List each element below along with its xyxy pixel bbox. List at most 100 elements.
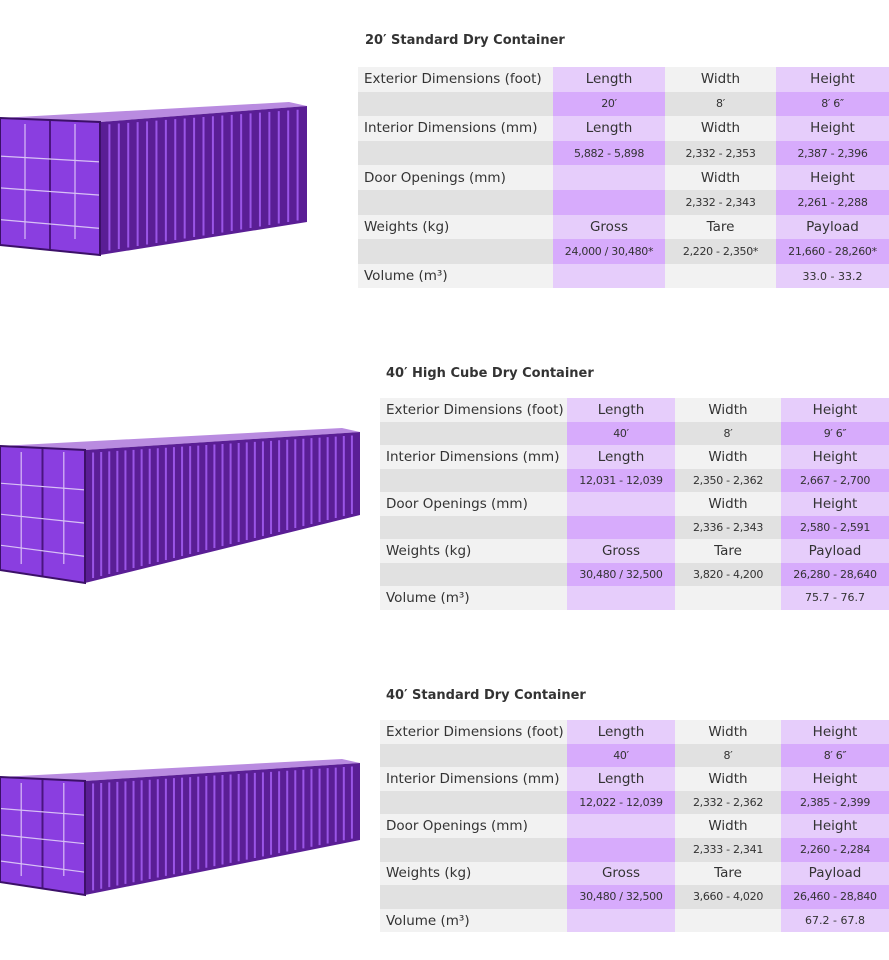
row-label: Weights (kg) <box>380 861 567 886</box>
row-label <box>380 743 567 768</box>
spec-row: Door Openings (mm) Width Height <box>358 165 889 190</box>
spec-cell: Length <box>553 116 665 141</box>
spec-cell: 67.2 - 67.8 <box>781 908 889 933</box>
spec-row: 2,333 - 2,341 2,260 - 2,284 <box>380 837 889 862</box>
row-label: Exterior Dimensions (foot) <box>380 398 567 422</box>
spec-cell: 26,460 - 28,840 <box>781 885 889 909</box>
row-label: Exterior Dimensions (foot) <box>380 720 567 744</box>
spec-cell: 30,480 / 32,500 <box>567 562 675 586</box>
spec-cell: Gross <box>553 214 665 240</box>
spec-cell: Height <box>781 720 889 744</box>
spec-cell: 2,261 - 2,288 <box>776 189 889 215</box>
row-label: Door Openings (mm) <box>358 165 553 190</box>
row-label: Interior Dimensions (mm) <box>380 445 567 469</box>
container-image <box>0 428 360 585</box>
door-band <box>0 860 86 873</box>
container-image <box>0 102 307 257</box>
spec-cell: Width <box>665 165 776 190</box>
spec-cell: Height <box>776 116 889 141</box>
spec-cell <box>567 814 675 838</box>
spec-cell: 2,332 - 2,343 <box>665 189 776 215</box>
container-frame <box>0 444 86 585</box>
row-label: Exterior Dimensions (foot) <box>358 67 553 92</box>
spec-row: 20′ 8′ 8′ 6″ <box>358 91 889 117</box>
spec-cell: 2,333 - 2,341 <box>675 837 781 862</box>
spec-cell: 2,580 - 2,591 <box>781 515 889 539</box>
spec-row: 30,480 / 32,500 3,660 - 4,020 26,460 - 28,… <box>380 885 889 909</box>
spec-cell: Height <box>781 445 889 469</box>
row-label <box>380 421 567 445</box>
row-label <box>380 837 567 862</box>
spec-cell: 8′ <box>675 743 781 768</box>
spec-cell: Tare <box>665 214 776 240</box>
spec-row: 2,336 - 2,343 2,580 - 2,591 <box>380 515 889 539</box>
spec-cell: Width <box>675 445 781 469</box>
spec-cell: 21,660 - 28,260* <box>776 239 889 264</box>
spec-cell <box>553 189 665 215</box>
spec-cell <box>567 586 675 610</box>
container-image <box>0 759 360 897</box>
row-label: Weights (kg) <box>358 214 553 240</box>
section-title: 20′ Standard Dry Container <box>365 33 565 48</box>
spec-cell: Height <box>781 398 889 422</box>
spec-row: 24,000 / 30,480* 2,220 - 2,350* 21,660 - 2… <box>358 239 889 264</box>
spec-cell: 2,385 - 2,399 <box>781 790 889 815</box>
spec-cell <box>675 908 781 933</box>
door-band <box>0 187 101 196</box>
container-top <box>0 102 307 122</box>
spec-cell: 8′ 6″ <box>776 91 889 117</box>
spec-cell <box>665 263 776 289</box>
row-label: Volume (m³) <box>380 908 567 933</box>
container-frame <box>0 116 101 257</box>
spec-row: 30,480 / 32,500 3,820 - 4,200 26,280 - 28,… <box>380 562 889 586</box>
spec-row: Weights (kg) Gross Tare Payload <box>380 539 889 563</box>
spec-table: Exterior Dimensions (foot) Length Width Hei… <box>358 67 889 289</box>
spec-row: Exterior Dimensions (foot) Length Width Hei… <box>380 720 889 744</box>
spec-row: Door Openings (mm) Width Height <box>380 492 889 516</box>
row-label: Interior Dimensions (mm) <box>380 767 567 791</box>
row-label <box>380 790 567 815</box>
door-band <box>0 513 86 524</box>
spec-cell: Height <box>781 814 889 838</box>
spec-cell: Payload <box>781 861 889 886</box>
section-title: 40′ High Cube Dry Container <box>386 366 594 381</box>
spec-cell: 2,332 - 2,353 <box>665 140 776 166</box>
spec-cell: Length <box>553 67 665 92</box>
spec-cell <box>553 165 665 190</box>
spec-table: Exterior Dimensions (foot) Length Width Hei… <box>380 720 889 933</box>
spec-cell: 8′ <box>675 421 781 445</box>
spec-cell: 3,660 - 4,020 <box>675 885 781 909</box>
spec-cell: 8′ 6″ <box>781 743 889 768</box>
spec-cell: 8′ <box>665 91 776 117</box>
spec-row: 12,022 - 12,039 2,332 - 2,362 2,385 - 2,39… <box>380 790 889 815</box>
spec-cell <box>675 586 781 610</box>
spec-cell: 75.7 - 76.7 <box>781 586 889 610</box>
spec-cell: 5,882 - 5,898 <box>553 140 665 166</box>
door-band <box>0 482 86 491</box>
spec-cell: Gross <box>567 861 675 886</box>
spec-cell: 2,336 - 2,343 <box>675 515 781 539</box>
spec-row: Interior Dimensions (mm) Length Width Heigh… <box>358 116 889 141</box>
row-label <box>358 91 553 117</box>
spec-cell: Height <box>776 165 889 190</box>
spec-cell: Width <box>665 116 776 141</box>
spec-row: Interior Dimensions (mm) Length Width Heigh… <box>380 445 889 469</box>
row-label: Door Openings (mm) <box>380 492 567 516</box>
spec-row: Weights (kg) Gross Tare Payload <box>380 861 889 886</box>
row-label: Interior Dimensions (mm) <box>358 116 553 141</box>
spec-cell <box>567 515 675 539</box>
row-label: Volume (m³) <box>358 263 553 289</box>
spec-cell: Width <box>675 767 781 791</box>
row-label <box>380 515 567 539</box>
section-title: 40′ Standard Dry Container <box>386 688 586 703</box>
door-band <box>0 807 86 816</box>
spec-cell: Width <box>675 492 781 516</box>
spec-cell: 26,280 - 28,640 <box>781 562 889 586</box>
spec-row: Volume (m³) 75.7 - 76.7 <box>380 586 889 610</box>
spec-cell: Tare <box>675 861 781 886</box>
spec-cell: 30,480 / 32,500 <box>567 885 675 909</box>
spec-row: 2,332 - 2,343 2,261 - 2,288 <box>358 189 889 215</box>
row-label <box>358 140 553 166</box>
container-top <box>0 428 360 450</box>
spec-row: Exterior Dimensions (foot) Length Width Hei… <box>380 398 889 422</box>
